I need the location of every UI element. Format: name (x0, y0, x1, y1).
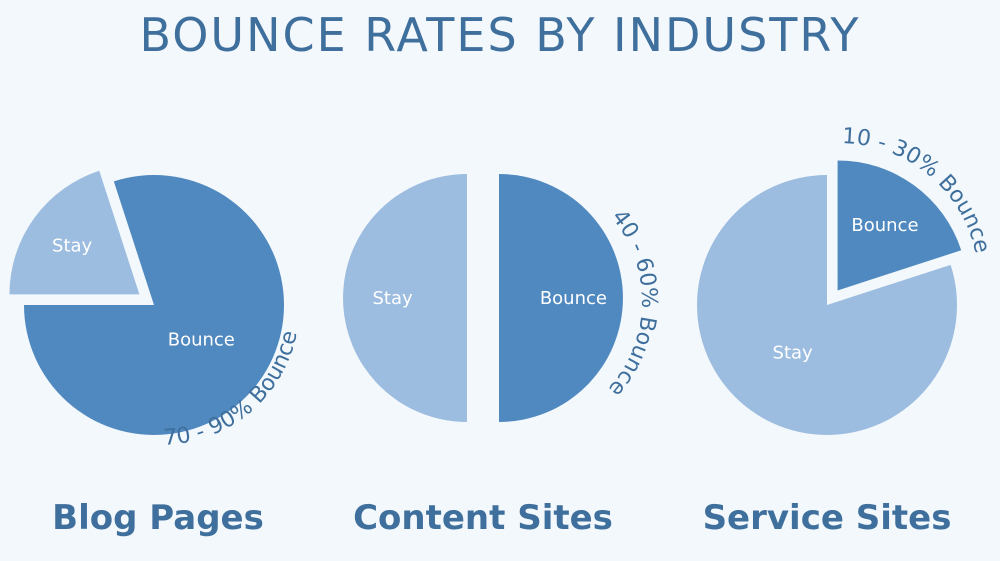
pie-slice-bounce (837, 160, 962, 291)
pie-slice-label-stay: Stay (373, 288, 414, 309)
pie-slice-label-stay: Stay (773, 342, 814, 363)
page-title: BOUNCE RATES BY INDUSTRY (139, 8, 861, 62)
pie-slice-stay (343, 174, 467, 422)
chart-caption-content-sites: Content Sites (353, 498, 613, 538)
pie-slice-label-bounce: Bounce (851, 215, 918, 236)
pie-slice-label-bounce: Bounce (540, 288, 607, 309)
pie-slice-bounce (24, 175, 285, 435)
pie-slice-bounce (499, 174, 623, 422)
pie-slice-label-bounce: Bounce (168, 329, 235, 350)
pie-slice-stay (696, 175, 957, 436)
pie-slice-stay (9, 170, 140, 295)
chart-caption-blog-pages: Blog Pages (52, 498, 264, 538)
chart-caption-service-sites: Service Sites (702, 498, 952, 538)
pie-slice-label-stay: Stay (52, 236, 93, 257)
